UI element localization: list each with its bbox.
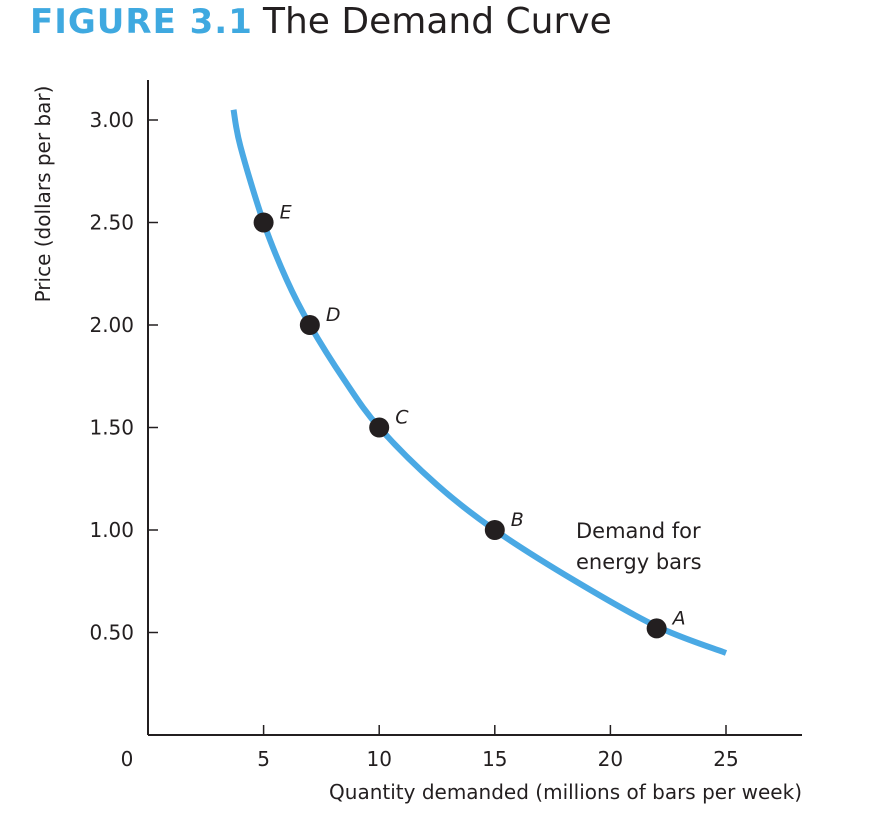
point-e <box>253 212 274 233</box>
figure-label: FIGURE 3.1 <box>30 2 253 42</box>
x-tick-label: 5 <box>257 747 270 771</box>
point-label-e: E <box>280 202 292 224</box>
chart-ticks: 5 10 15 20 25 0.50 1.00 1.50 2.00 2.50 3.00 <box>89 108 738 771</box>
y-tick-label: 2.00 <box>89 313 134 337</box>
point-b <box>484 520 505 540</box>
x-tick-label: 15 <box>482 747 507 771</box>
y-axis-title: Price (dollars per bar) <box>31 86 55 303</box>
origin-label: 0 <box>121 747 134 771</box>
point-label-b: B <box>511 509 524 531</box>
y-tick-label: 1.50 <box>89 416 134 440</box>
y-tick-label: 0.50 <box>89 621 134 645</box>
point-a <box>646 618 667 639</box>
y-tick-label: 1.00 <box>89 518 134 542</box>
chart-axes <box>147 80 802 736</box>
x-tick-label: 25 <box>713 747 738 771</box>
x-tick-label: 20 <box>598 747 623 771</box>
x-axis-title: Quantity demanded (millions of bars per … <box>329 780 802 804</box>
y-tick-label: 2.50 <box>89 211 134 235</box>
point-label-d: D <box>326 304 341 326</box>
point-c <box>369 417 390 438</box>
series-label-line-1: Demand for <box>576 519 701 543</box>
point-label-c: C <box>395 407 409 429</box>
figure-title: The Demand Curve <box>263 1 612 42</box>
x-tick-label: 10 <box>366 747 391 771</box>
point-label-a: A <box>671 607 686 629</box>
y-tick-label: 3.00 <box>89 108 134 132</box>
series-label: Demand for energy bars <box>576 519 707 574</box>
point-d <box>299 315 320 335</box>
series-label-line-2: energy bars <box>576 550 702 574</box>
data-points-group: A B C D E <box>253 202 686 639</box>
